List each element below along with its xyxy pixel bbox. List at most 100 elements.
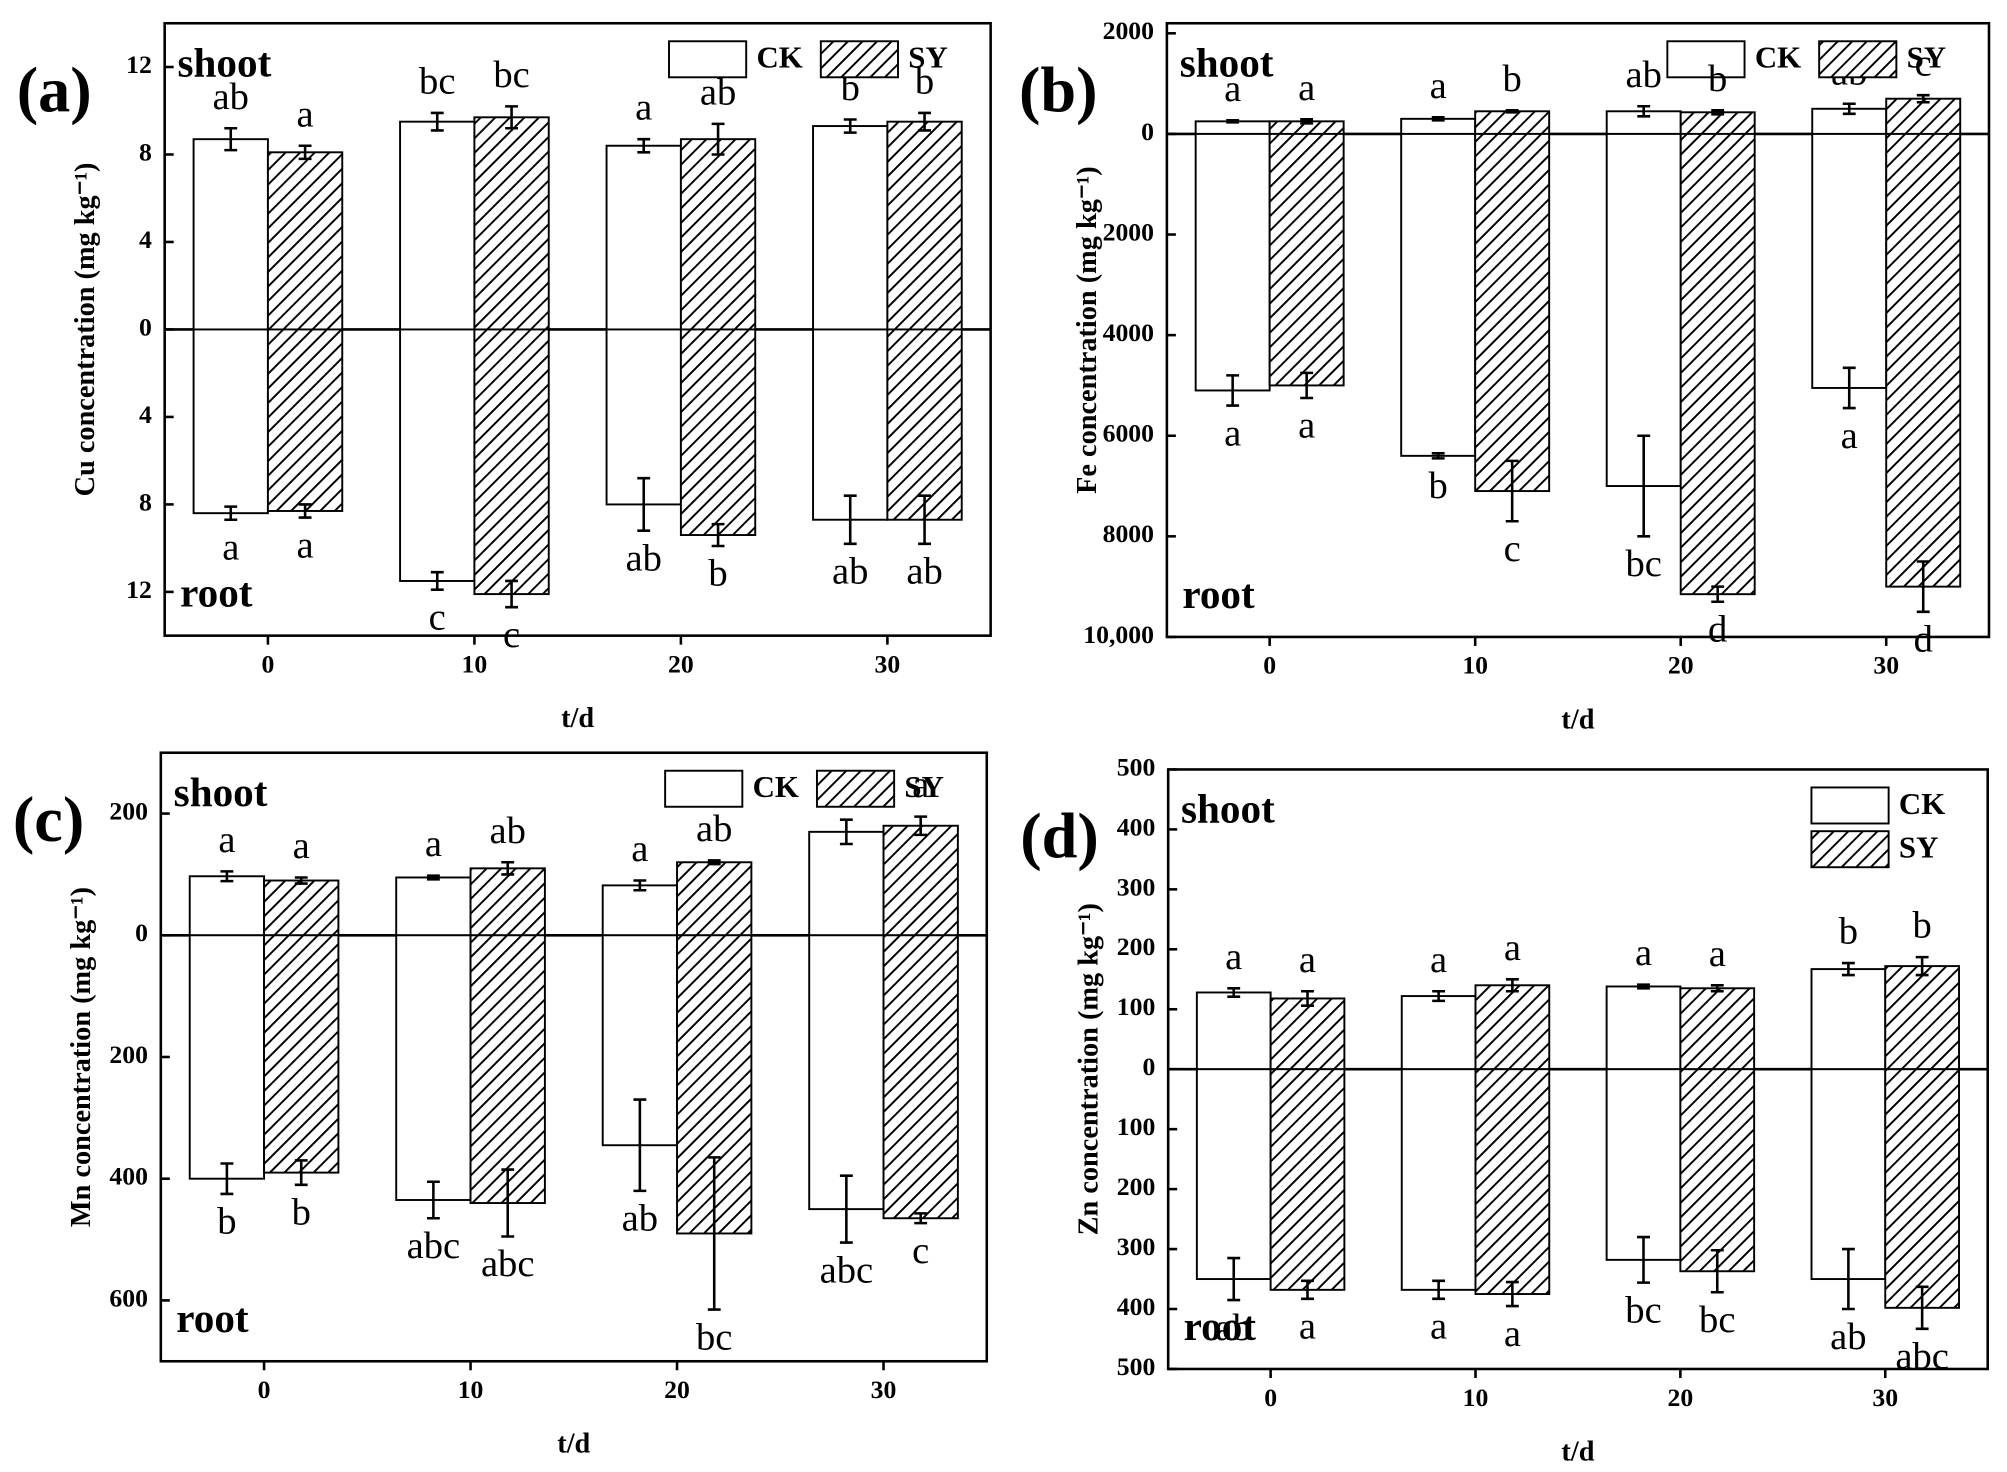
y-tick-label: 6000 [1103,419,1154,448]
legend-label: CK [756,40,802,75]
y-tick-label: 12 [126,575,152,604]
error-bar [637,137,651,154]
significance-letter: bc [1625,1289,1661,1331]
significance-letter: a [1841,415,1858,457]
error-bar [1637,104,1651,118]
error-bar [501,1168,515,1238]
error-bar [918,111,931,132]
y-tick-label: 200 [1117,932,1156,961]
bar [1269,1068,1346,1291]
significance-letter: ab [490,810,526,852]
error-bar [1505,1280,1519,1308]
x-tick-label: 20 [668,649,694,678]
bar [1474,984,1551,1071]
panel-label: (d) [1020,801,1099,872]
y-tick-label: 10,000 [1083,620,1154,649]
x-tick-label: 10 [1462,651,1488,680]
panel-label: (a) [17,54,92,125]
error-bar [298,503,312,519]
bar [395,876,472,937]
x-tick-label: 30 [871,1375,897,1404]
error-bar [843,118,857,134]
significance-letter: a [1709,933,1726,975]
error-bar [224,505,238,522]
x-tick-label: 0 [1264,1383,1277,1412]
error-bar [711,522,725,548]
significance-letter: ab [213,76,249,118]
y-tick-label: 300 [1117,872,1156,901]
bar [812,328,889,521]
significance-letter: a [635,87,652,129]
y-tick-label: 4000 [1103,318,1154,347]
significance-letter: a [293,825,310,867]
error-bar [1916,93,1930,104]
legend-swatch [668,40,748,79]
legend-swatch [664,769,744,808]
root-label: root [1184,1303,1257,1349]
y-tick-label: 0 [1142,1052,1155,1081]
y-tick-label: 300 [1117,1232,1156,1261]
significance-letter: ab [832,551,868,593]
panel-label: (b) [1019,54,1098,125]
bar [1400,132,1477,457]
significance-letter: b [217,1201,236,1243]
error-bar [1637,1235,1650,1284]
significance-letter: a [297,93,314,135]
x-tick-label: 10 [458,1375,484,1404]
bar [1605,1068,1682,1261]
error-bar [224,126,238,152]
significance-letter: bc [1625,543,1661,585]
bar [812,125,889,331]
significance-letter: c [429,596,446,638]
y-tick-label: 500 [1117,1352,1156,1381]
bar [1195,1068,1272,1281]
legend-swatch [815,769,896,808]
significance-letter: ab [1625,54,1661,96]
error-bar [1710,1248,1724,1294]
error-bar [1505,459,1519,523]
significance-letter: b [1912,905,1931,947]
error-bar [294,1159,308,1187]
significance-letter: a [1299,1306,1316,1348]
plot-frame [1165,21,1991,639]
error-bar [426,1180,440,1220]
bar [469,934,546,1205]
error-bar [707,859,721,866]
y-tick-label: 4 [139,225,152,254]
y-tick-label: 100 [1117,992,1156,1021]
error-bar [1710,983,1724,993]
bar [473,116,550,331]
significance-letter: bc [419,60,455,102]
shoot-label: shoot [1180,39,1274,85]
bar [1884,1068,1960,1309]
error-bar [711,122,725,156]
y-tick-label: 8 [139,487,152,516]
y-axis-label: Mn concentration (mg kg⁻¹) [66,887,97,1227]
error-bar [1432,989,1446,1003]
y-tick-label: 400 [109,1162,148,1191]
legend-label: SY [1907,40,1946,75]
bar [676,861,753,937]
error-bar [294,876,308,885]
significance-letter: c [1915,43,1932,85]
bar [1605,132,1682,487]
bar [1268,132,1345,387]
x-axis-label: t/d [557,1429,590,1460]
significance-letter: a [1504,927,1521,969]
bar [1605,985,1682,1071]
error-bar [1915,955,1929,977]
error-bar [505,105,519,130]
error-bar [1301,1279,1314,1301]
error-bar [1301,989,1314,1007]
bar [399,328,476,582]
significance-letter: a [1224,68,1241,110]
legend-swatch [1810,786,1890,825]
x-tick-label: 20 [1668,651,1694,680]
significance-letter: ab [700,71,736,113]
bar [1884,965,1960,1071]
error-bar [1227,1256,1241,1302]
error-bar [501,860,515,876]
significance-letter: a [1225,936,1242,978]
panel-label: (c) [13,784,84,855]
y-tick-label: 0 [139,312,152,341]
